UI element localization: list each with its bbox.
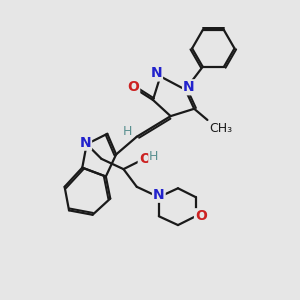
Text: N: N [183,80,195,94]
Text: H: H [123,125,132,138]
Text: N: N [80,136,91,150]
Text: CH₃: CH₃ [209,122,232,135]
Text: N: N [150,66,162,80]
Text: O: O [139,152,151,166]
Text: H: H [149,150,158,163]
Text: O: O [195,209,207,223]
Text: N: N [153,188,165,202]
Text: O: O [127,80,139,94]
